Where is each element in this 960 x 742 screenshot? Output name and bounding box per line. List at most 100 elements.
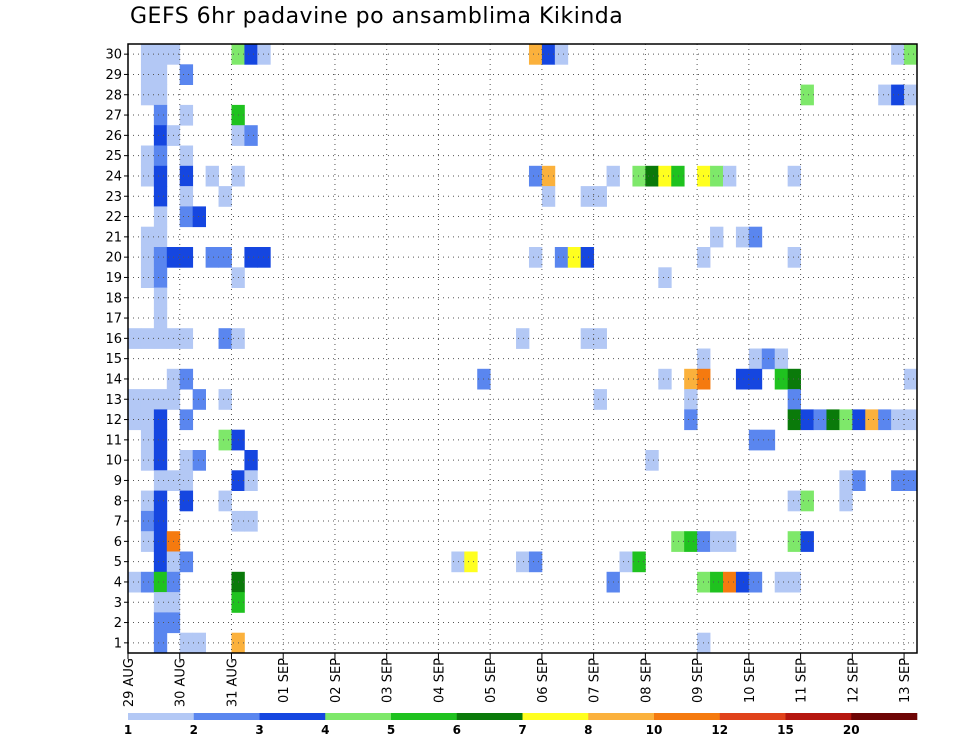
heatmap-cell bbox=[218, 186, 232, 207]
heatmap-cell bbox=[140, 409, 155, 431]
heatmap-cell bbox=[179, 104, 194, 126]
colorbar-swatch bbox=[128, 713, 195, 720]
x-tick-label: 30 AUG bbox=[174, 658, 189, 707]
heatmap-cell bbox=[684, 409, 698, 431]
heatmap-cell bbox=[128, 571, 142, 593]
x-tick-label: 05 SEP bbox=[484, 658, 499, 703]
heatmap-cell bbox=[140, 510, 155, 532]
colorbar-swatch bbox=[456, 713, 523, 720]
y-tick-label: 13 bbox=[105, 393, 122, 408]
heatmap-cell bbox=[153, 632, 168, 654]
y-tick-label: 10 bbox=[105, 454, 122, 469]
y-tick-label: 3 bbox=[114, 596, 122, 611]
heatmap-cell bbox=[192, 450, 206, 471]
x-tick-label: 06 SEP bbox=[536, 658, 551, 703]
colorbar-label: 15 bbox=[777, 723, 794, 737]
y-tick-label: 11 bbox=[105, 433, 122, 448]
heatmap-cell bbox=[748, 348, 763, 370]
heatmap-cell bbox=[722, 165, 737, 187]
heatmap-cell bbox=[128, 328, 142, 349]
heatmap-cell bbox=[904, 368, 918, 390]
heatmap-cell bbox=[645, 165, 659, 187]
heatmap-cell bbox=[140, 145, 155, 167]
heatmap-cell bbox=[904, 470, 918, 491]
y-tick-label: 1 bbox=[114, 636, 122, 651]
heatmap-cell bbox=[205, 165, 219, 187]
heatmap-cell bbox=[787, 531, 801, 552]
heatmap-cell bbox=[800, 409, 814, 431]
heatmap-cell bbox=[153, 125, 168, 146]
y-tick-label: 9 bbox=[114, 474, 122, 489]
y-tick-label: 21 bbox=[105, 230, 122, 245]
heatmap-cell bbox=[800, 84, 814, 106]
heatmap-cell bbox=[153, 186, 168, 207]
heatmap-cell bbox=[153, 389, 168, 410]
y-tick-label: 22 bbox=[105, 210, 122, 225]
heatmap-cell bbox=[140, 226, 155, 248]
heatmap-cell bbox=[153, 450, 168, 471]
heatmap-cell bbox=[179, 450, 194, 471]
heatmap-cell bbox=[580, 328, 595, 349]
heatmap-cell bbox=[710, 571, 724, 593]
colorbar: 1 2 3 4 5 6 7 8 10 12 15 20 bbox=[124, 713, 918, 737]
heatmap-cell bbox=[257, 247, 271, 268]
heatmap-cell bbox=[787, 490, 801, 512]
plot-frame bbox=[127, 43, 918, 654]
y-tick-label: 15 bbox=[105, 352, 122, 367]
y-tick-label: 30 bbox=[105, 48, 122, 63]
heatmap-cell bbox=[516, 328, 530, 349]
heatmap-cell bbox=[244, 450, 258, 471]
heatmap-cell bbox=[891, 44, 905, 65]
heatmap-cell bbox=[140, 531, 155, 552]
y-tick-label: 25 bbox=[105, 149, 122, 164]
heatmap-cell bbox=[619, 551, 633, 573]
colorbar-label: 4 bbox=[321, 723, 329, 737]
heatmap-cell bbox=[464, 551, 478, 573]
heatmap-cell bbox=[813, 409, 827, 431]
heatmap-cell bbox=[140, 64, 155, 85]
heatmap-cell bbox=[516, 551, 530, 573]
heatmap-cell bbox=[735, 571, 750, 593]
heatmap-cell bbox=[153, 551, 168, 573]
heatmap-cell bbox=[748, 226, 763, 248]
heatmap-cell bbox=[554, 247, 569, 268]
colorbar-swatch bbox=[522, 713, 589, 720]
heatmap-cell bbox=[748, 429, 763, 451]
heatmap-cell bbox=[153, 247, 168, 268]
heatmap-cell bbox=[684, 368, 698, 390]
colorbar-swatch bbox=[851, 713, 918, 720]
heatmap-cell bbox=[722, 571, 737, 593]
y-tick-label: 18 bbox=[105, 291, 122, 306]
heatmap-cell bbox=[179, 247, 194, 268]
heatmap-cell bbox=[684, 389, 698, 410]
heatmap-cell bbox=[140, 267, 155, 288]
heatmap-cell bbox=[787, 409, 801, 431]
heatmap-cell bbox=[153, 44, 168, 65]
x-tick-label: 31 AUG bbox=[225, 658, 240, 707]
heatmap-cell bbox=[179, 165, 194, 187]
heatmap-cell bbox=[153, 145, 168, 167]
heatmap-cell bbox=[658, 368, 672, 390]
heatmap-cell bbox=[658, 267, 672, 288]
x-tick-label: 12 SEP bbox=[846, 658, 861, 703]
heatmap-cell bbox=[580, 247, 595, 268]
heatmap-cell bbox=[904, 84, 918, 106]
heatmap-cell bbox=[153, 64, 168, 85]
y-tick-label: 29 bbox=[105, 68, 122, 83]
heatmap-cell bbox=[567, 247, 582, 268]
x-tick-label: 02 SEP bbox=[329, 658, 344, 703]
heatmap-cell bbox=[128, 409, 142, 431]
heatmap-cell bbox=[179, 145, 194, 167]
colorbar-label: 10 bbox=[646, 723, 663, 737]
heatmap-cell bbox=[179, 64, 194, 85]
y-tick-label: 17 bbox=[105, 312, 122, 327]
heatmap-cell bbox=[140, 450, 155, 471]
heatmap-cell bbox=[192, 389, 206, 410]
heatmap-cell bbox=[787, 368, 801, 390]
heatmap-cell bbox=[645, 450, 659, 471]
heatmap-cell bbox=[153, 470, 168, 491]
heatmap-cell bbox=[787, 247, 801, 268]
heatmap-cell bbox=[140, 84, 155, 106]
heatmap-cell bbox=[671, 165, 685, 187]
heatmap-cell bbox=[710, 226, 724, 248]
